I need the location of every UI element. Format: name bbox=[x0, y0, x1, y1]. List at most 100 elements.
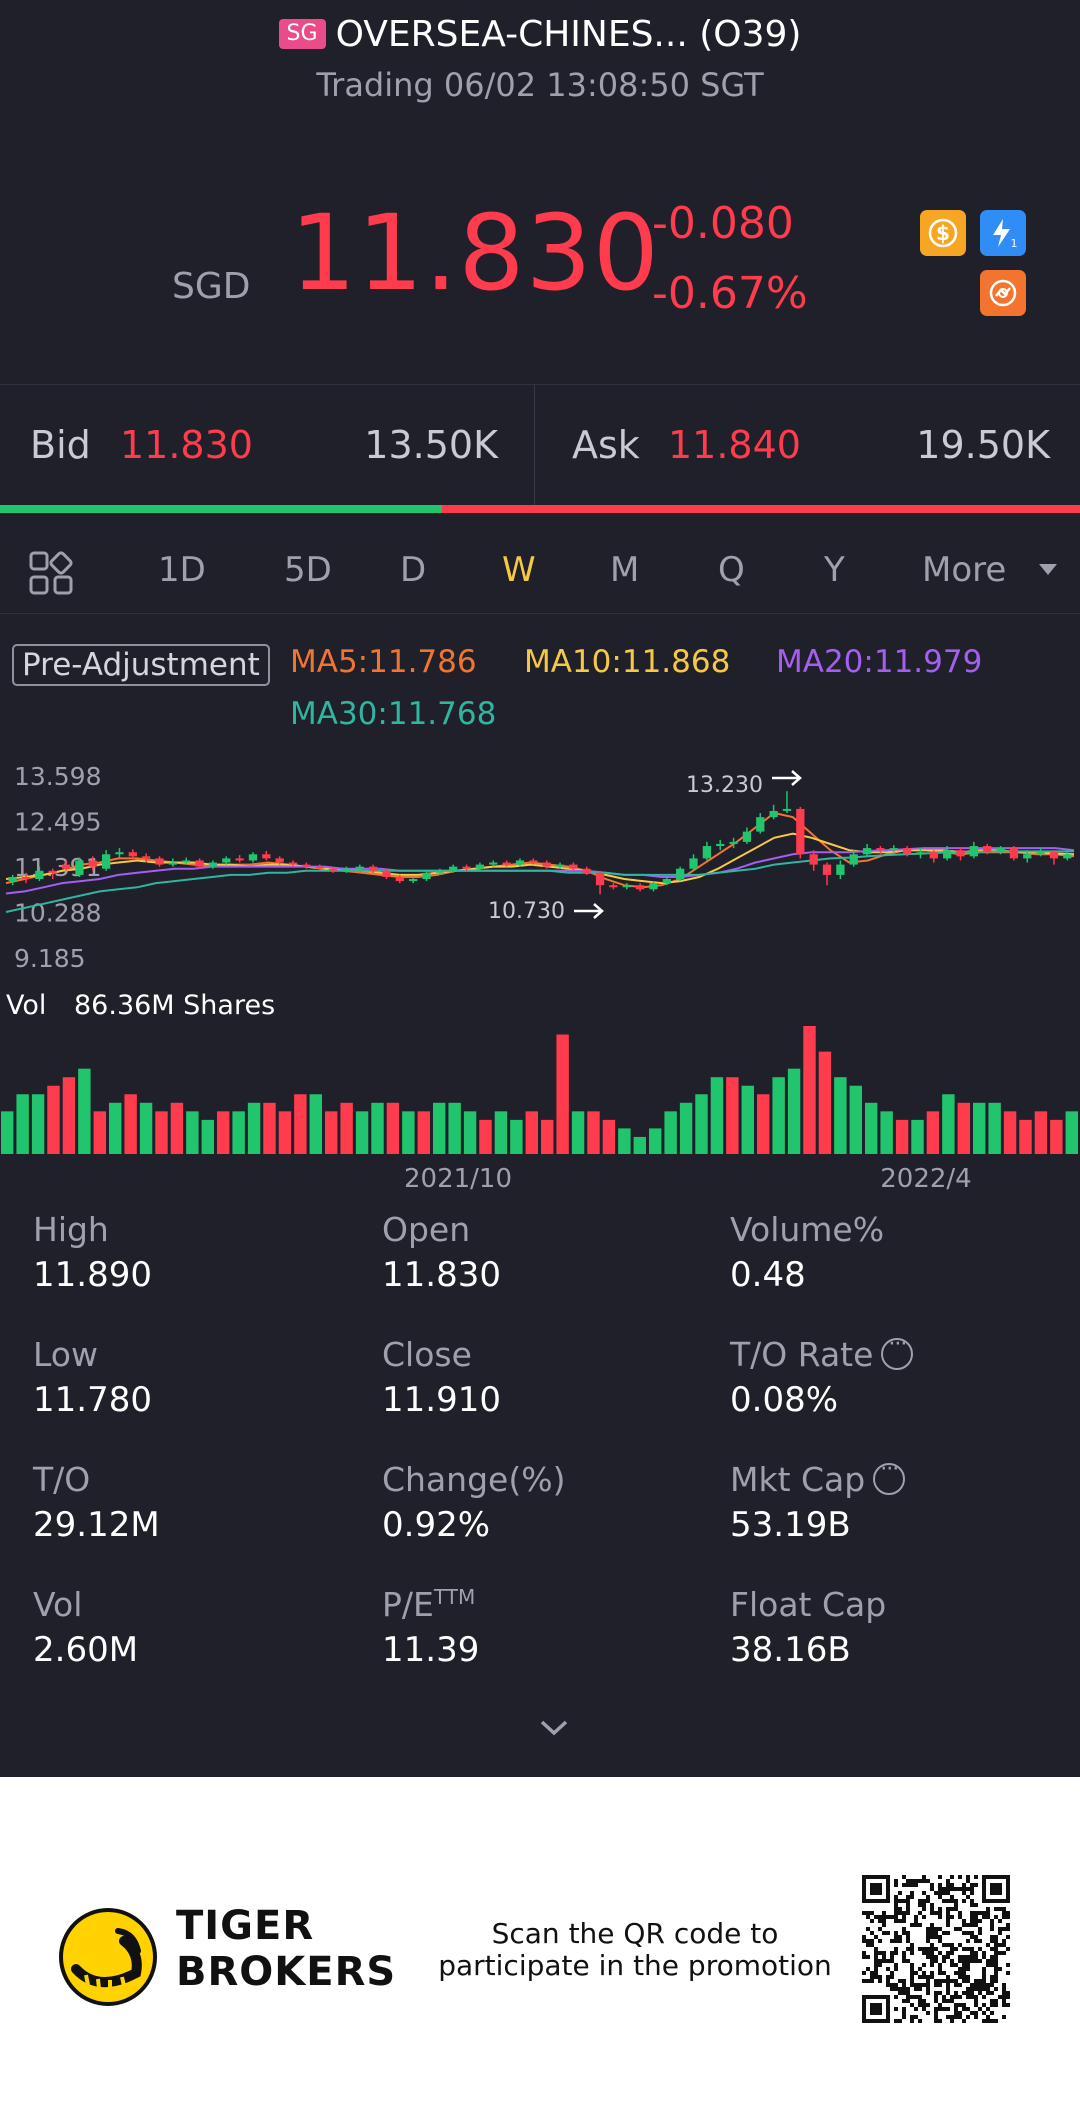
candle-body bbox=[849, 854, 858, 865]
candle-body bbox=[48, 870, 57, 873]
tab-q[interactable]: Q bbox=[718, 550, 745, 590]
volume-bar bbox=[217, 1111, 230, 1154]
volume-bar bbox=[1065, 1111, 1078, 1154]
volume-bar bbox=[911, 1119, 924, 1154]
expand-chevron-icon[interactable] bbox=[536, 1716, 572, 1744]
candle-body bbox=[35, 870, 44, 880]
stat-low: Low 11.780 bbox=[33, 1335, 152, 1420]
candle-body bbox=[929, 852, 938, 859]
volume-bar bbox=[494, 1111, 508, 1154]
caret-down-icon bbox=[1039, 564, 1058, 575]
stat-label: Vol bbox=[33, 1585, 138, 1624]
tab-1d[interactable]: 1D bbox=[158, 550, 206, 590]
tab-more[interactable]: More bbox=[922, 550, 1058, 590]
flash-icon[interactable]: 1 bbox=[980, 210, 1026, 256]
volume-bar bbox=[541, 1119, 554, 1154]
candle-body bbox=[395, 876, 404, 882]
stat-change: Change(%) 0.92% bbox=[382, 1460, 565, 1545]
stat-value: 11.830 bbox=[382, 1255, 501, 1295]
order-book: Bid 11.830 13.50K Ask 11.840 19.50K bbox=[0, 384, 1080, 507]
dollar-icon[interactable]: $ bbox=[920, 210, 966, 256]
stat-label-text: Float Cap bbox=[730, 1585, 887, 1624]
stat-p-e: P/ETTM 11.39 bbox=[382, 1585, 479, 1670]
bid-volume-bar bbox=[0, 505, 442, 513]
stat-value: 29.12M bbox=[33, 1505, 160, 1545]
stat-label: Volume% bbox=[730, 1210, 884, 1249]
candle-body bbox=[676, 868, 685, 880]
volume-bar bbox=[294, 1094, 307, 1154]
candle-body bbox=[796, 808, 805, 855]
volume-bar bbox=[818, 1051, 832, 1154]
volume-bar bbox=[170, 1102, 184, 1154]
volume-bar bbox=[463, 1111, 477, 1154]
candle-body bbox=[409, 879, 418, 882]
candle-body bbox=[262, 854, 271, 859]
stat-value: 11.780 bbox=[33, 1380, 152, 1420]
candle-body bbox=[996, 848, 1005, 853]
more-info-icon[interactable] bbox=[881, 1332, 914, 1370]
pre-adjustment-toggle[interactable]: Pre-Adjustment bbox=[12, 644, 270, 686]
candle-body bbox=[248, 854, 258, 861]
stat-t-o-rate[interactable]: T/O Rate 0.08% bbox=[730, 1332, 914, 1420]
stat-value: 11.39 bbox=[382, 1630, 480, 1670]
volume-bar bbox=[479, 1119, 492, 1154]
volume-bar bbox=[155, 1111, 168, 1154]
candle-body bbox=[182, 860, 191, 863]
volume-bar bbox=[726, 1077, 739, 1154]
candle-body bbox=[595, 872, 605, 886]
candle-body bbox=[555, 864, 565, 867]
tab-m[interactable]: M bbox=[610, 550, 640, 590]
volume-bar bbox=[525, 1111, 538, 1154]
ma30-value: MA30:11.768 bbox=[290, 696, 497, 732]
x-tick-label: 2022/4 bbox=[880, 1164, 971, 1194]
stat-mkt-cap[interactable]: Mkt Cap 53.19B bbox=[730, 1457, 906, 1545]
candle-body bbox=[342, 868, 351, 871]
volume-bar bbox=[772, 1077, 785, 1154]
volume-bar bbox=[710, 1077, 724, 1154]
candle-body bbox=[969, 846, 979, 857]
more-label: More bbox=[922, 550, 1007, 590]
ask-size: 19.50K bbox=[916, 423, 1050, 467]
svg-text:$: $ bbox=[936, 221, 950, 245]
volume-bar bbox=[942, 1094, 955, 1154]
brand-name-line1: TIGER bbox=[176, 1903, 315, 1949]
bid-size: 13.50K bbox=[364, 423, 498, 467]
candle-body bbox=[662, 879, 671, 884]
promo-footer: TIGER BROKERS Scan the QR code to partic… bbox=[0, 1777, 1080, 2123]
tab-d[interactable]: D bbox=[400, 550, 427, 590]
stock-name: OVERSEA-CHINES... (O39) bbox=[335, 14, 802, 55]
stat-label-text: Mkt Cap bbox=[730, 1460, 866, 1499]
ma5-value: MA5:11.786 bbox=[290, 644, 477, 680]
tab-y[interactable]: Y bbox=[824, 550, 845, 590]
candle-body bbox=[622, 885, 631, 888]
candle-body bbox=[1036, 852, 1045, 855]
stat-label-text: High bbox=[33, 1210, 109, 1249]
tab-w[interactable]: W bbox=[502, 550, 536, 590]
order-book-divider bbox=[534, 385, 535, 507]
more-info-icon[interactable] bbox=[873, 1457, 906, 1495]
candle-body bbox=[222, 858, 231, 863]
analysis-icon[interactable] bbox=[980, 270, 1026, 316]
candle-body bbox=[649, 883, 658, 890]
candle-body bbox=[75, 860, 84, 875]
volume-bar bbox=[139, 1102, 153, 1154]
price-change-percent: -0.67% bbox=[652, 268, 808, 319]
period-tabs: 1D 5D D W M Q Y More bbox=[0, 530, 1080, 614]
candle-body bbox=[902, 848, 912, 855]
stat-value: 11.910 bbox=[382, 1380, 501, 1420]
high-marker-label: 13.230 bbox=[686, 773, 763, 798]
candle-body bbox=[943, 850, 952, 859]
grid-icon[interactable] bbox=[28, 550, 74, 600]
volume-bar bbox=[787, 1068, 801, 1154]
stat-label: Open bbox=[382, 1210, 501, 1249]
tab-5d[interactable]: 5D bbox=[284, 550, 332, 590]
candle-body bbox=[1009, 848, 1019, 859]
candle-body bbox=[21, 876, 31, 880]
candle-body bbox=[475, 864, 485, 869]
candle-body bbox=[916, 852, 925, 855]
stats-grid: High 11.890 Open 11.830 Volume% 0.48 Low 11.780… bbox=[0, 1210, 1080, 1710]
volume-bar bbox=[109, 1102, 122, 1154]
volume-bar bbox=[602, 1119, 616, 1154]
volume-bar bbox=[757, 1094, 770, 1154]
